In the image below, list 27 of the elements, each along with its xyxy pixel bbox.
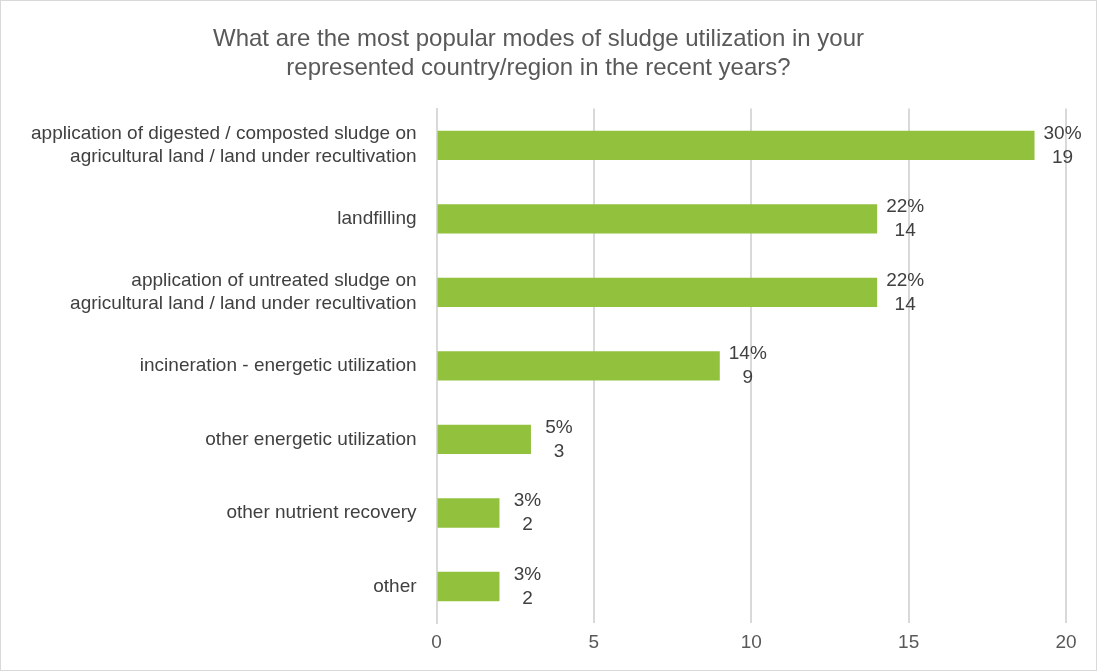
y-tick-label: application of untreated sludge on agricultural land / land under recultivation <box>70 269 417 314</box>
bar <box>437 130 1035 161</box>
data-label: 3% 2 <box>513 489 542 535</box>
bar <box>437 498 500 528</box>
data-label: 14% 9 <box>728 342 767 388</box>
y-tick-label: other <box>373 574 418 596</box>
x-tick-label: 5 <box>588 630 600 652</box>
bar <box>437 204 878 234</box>
data-label: 5% 3 <box>545 415 573 461</box>
bar <box>437 351 720 381</box>
y-tick-label: other nutrient recovery <box>226 501 418 523</box>
data-label: 22% 14 <box>886 268 925 314</box>
data-label: 22% 14 <box>886 195 925 241</box>
bar <box>437 277 878 308</box>
data-label: 30% 19 <box>1043 121 1082 167</box>
bar <box>437 571 500 602</box>
x-tick-label: 0 <box>431 630 442 652</box>
data-label: 3% 2 <box>513 562 542 608</box>
bar <box>437 424 531 455</box>
x-tick-label: 15 <box>898 630 920 652</box>
y-tick-label: application of digested / composted sludge on agricultural land / land under recultivation <box>30 122 417 166</box>
chart-title: What are the most popular modes of sludge utilization in your represented country/region in the recent years? <box>212 24 865 80</box>
x-tick-label: 20 <box>1055 630 1077 652</box>
y-tick-label: landfilling <box>337 207 417 229</box>
x-tick-label: 10 <box>740 630 762 652</box>
y-tick-label: other energetic utilization <box>205 427 417 449</box>
y-tick-label: incineration - energetic utilization <box>139 354 417 376</box>
